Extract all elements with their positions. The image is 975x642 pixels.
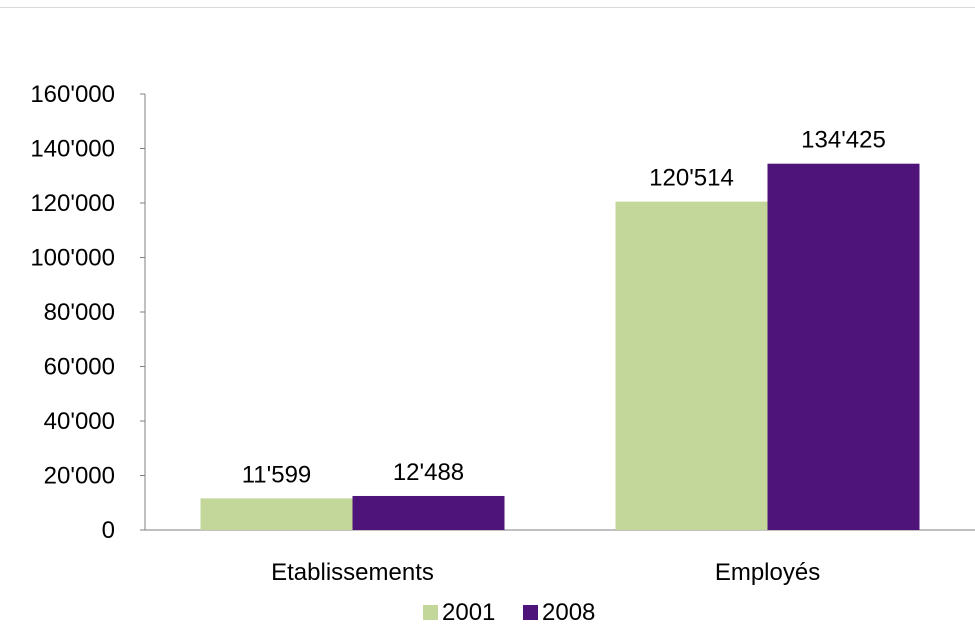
legend-label: 2008 xyxy=(542,599,595,626)
data-label: 11'599 xyxy=(242,461,312,488)
data-label: 134'425 xyxy=(801,127,886,154)
y-tick-label: 160'000 xyxy=(30,81,115,108)
data-label: 12'488 xyxy=(393,459,464,486)
bar-2001-1 xyxy=(615,201,768,530)
bar-2001-0 xyxy=(200,498,353,530)
legend-swatch-2008 xyxy=(523,605,538,620)
legend-label: 2001 xyxy=(442,599,495,626)
data-label: 120'514 xyxy=(649,165,734,192)
x-category-label: Employés xyxy=(715,559,820,586)
x-category-label: Etablissements xyxy=(271,559,434,586)
bar-2008-1 xyxy=(767,163,920,530)
y-tick-label: 60'000 xyxy=(44,354,115,381)
x-axis: Etablissements Employés xyxy=(145,529,975,586)
y-tick-label: 140'000 xyxy=(30,136,115,163)
data-labels: 11'599 12'488 120'514 134'425 xyxy=(242,127,886,489)
y-tick-label: 120'000 xyxy=(30,190,115,217)
y-tick-label: 80'000 xyxy=(44,299,115,326)
y-tick-label: 40'000 xyxy=(44,408,115,435)
y-tick-label: 20'000 xyxy=(44,463,115,490)
y-tick-label: 0 xyxy=(102,517,115,544)
y-axis: 0 20'000 40'000 60'000 80'000 100'000 120'000 1… xyxy=(30,81,146,544)
bars xyxy=(200,163,920,530)
header-divider xyxy=(0,0,975,8)
bar-2008-0 xyxy=(352,495,505,530)
legend: 2001 2008 xyxy=(423,599,595,626)
y-tick-label: 100'000 xyxy=(30,245,115,272)
legend-swatch-2001 xyxy=(423,605,438,620)
